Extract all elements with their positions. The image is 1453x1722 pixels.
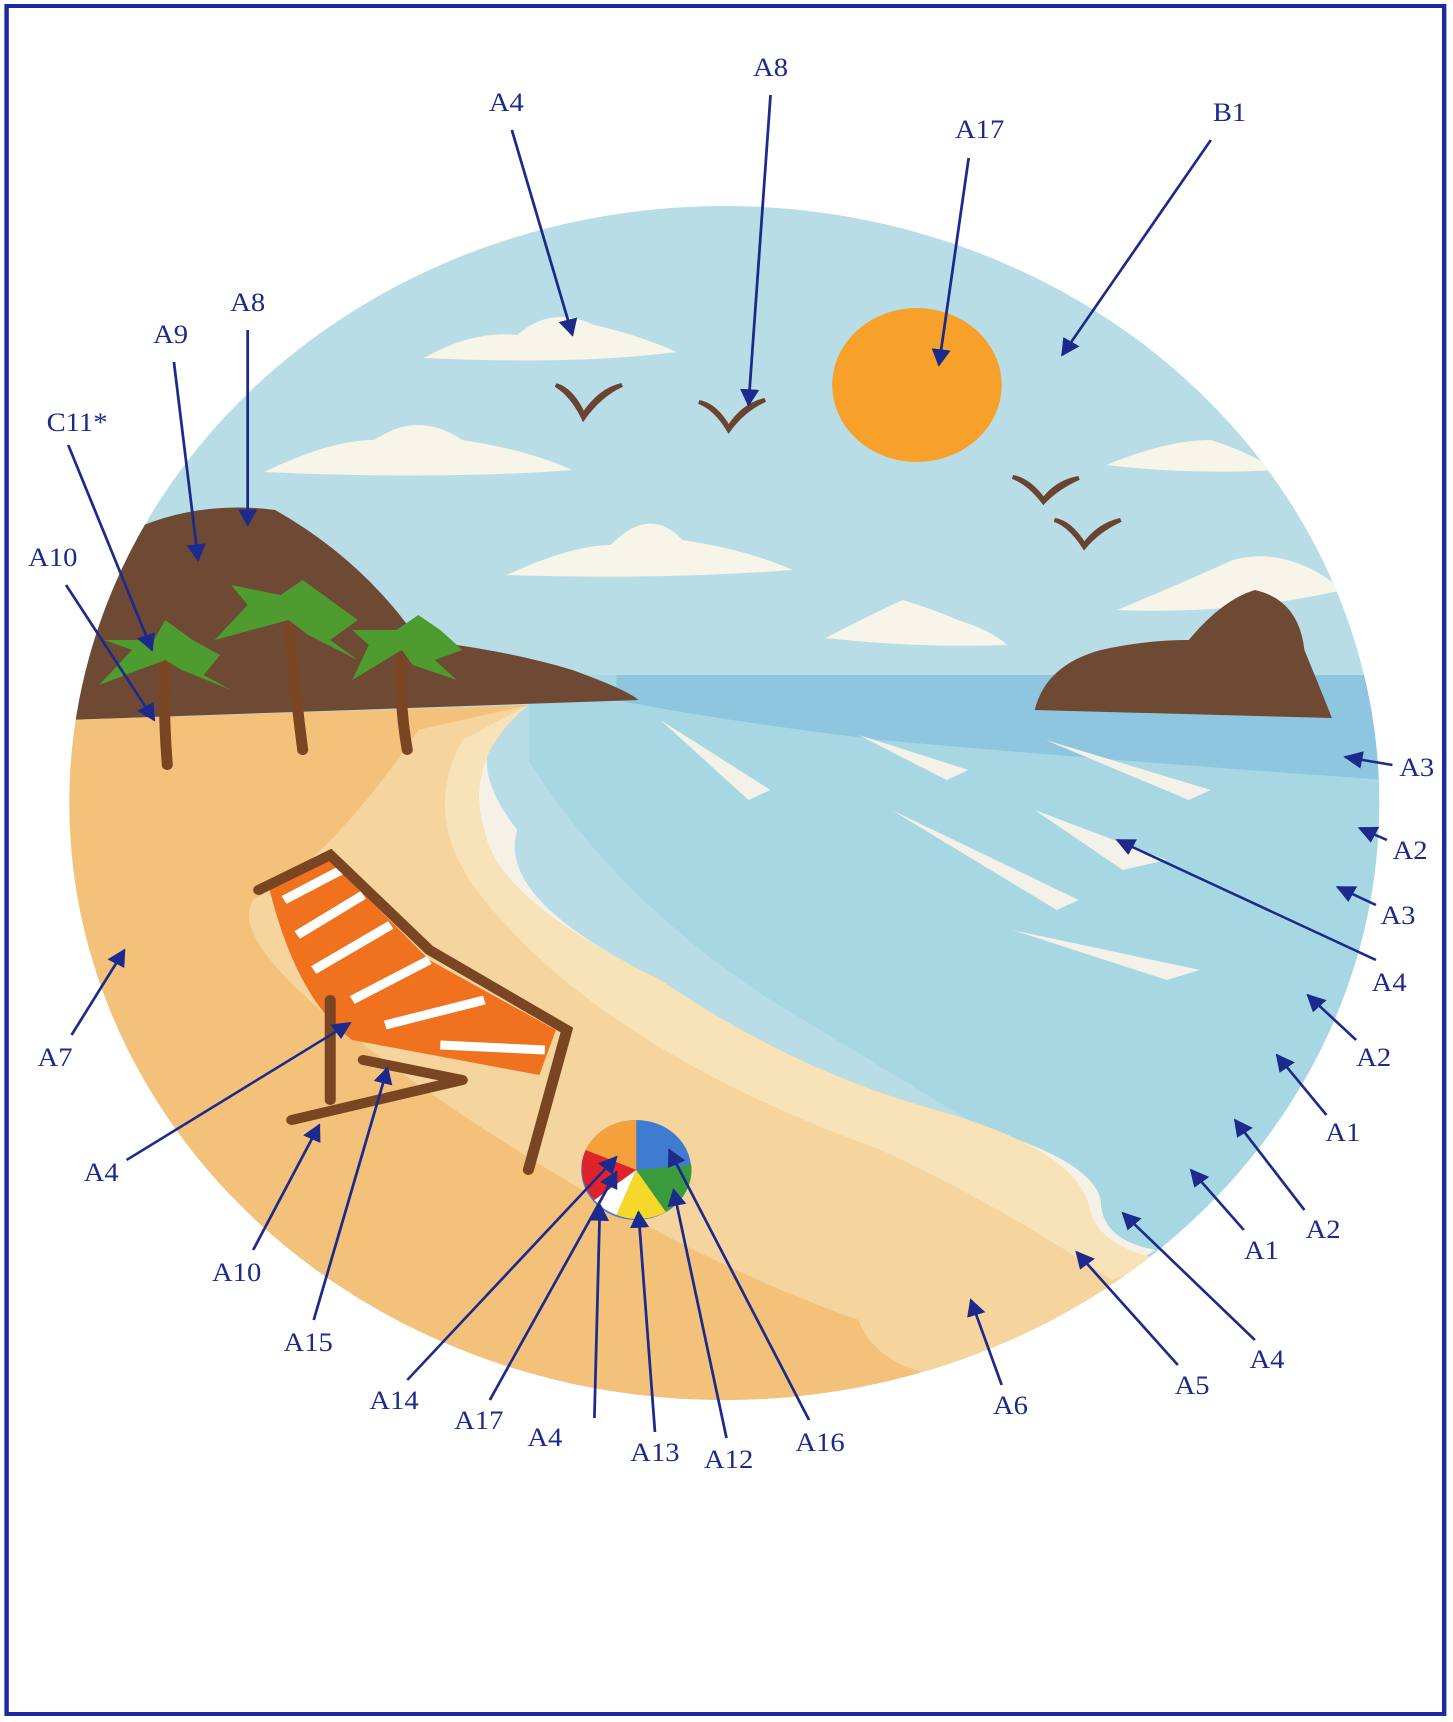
label: A1	[1244, 1236, 1279, 1265]
label: A9	[153, 320, 188, 349]
label: A13	[630, 1438, 679, 1467]
diagram: A4 A8 A17 B1 A8 A9 C11* A10 A7 A3 A2 A3 …	[0, 0, 1453, 1722]
label: A10	[28, 543, 77, 572]
label: B1	[1213, 98, 1246, 127]
label: A3	[1380, 901, 1415, 930]
label: A4	[489, 88, 524, 117]
label: A8	[753, 53, 788, 82]
label: A3	[1399, 753, 1434, 782]
label: A1	[1325, 1118, 1360, 1147]
label: A17	[955, 115, 1004, 144]
label: A16	[795, 1428, 844, 1457]
label: A15	[284, 1328, 333, 1357]
label: A7	[38, 1043, 73, 1072]
label: A6	[993, 1391, 1028, 1420]
label: C11*	[47, 408, 108, 437]
label: A2	[1306, 1215, 1341, 1244]
label: A4	[84, 1158, 119, 1187]
label: A14	[369, 1386, 419, 1415]
label: A2	[1393, 836, 1428, 865]
label: A12	[704, 1445, 753, 1474]
label: A8	[230, 288, 265, 317]
label: A4	[1249, 1345, 1284, 1374]
label: A5	[1175, 1371, 1210, 1400]
label: A17	[454, 1406, 503, 1435]
label: A4	[527, 1423, 562, 1452]
label: A2	[1356, 1043, 1391, 1072]
embroidery	[66, 200, 1387, 1420]
label: A4	[1372, 968, 1407, 997]
label: A10	[212, 1258, 261, 1287]
